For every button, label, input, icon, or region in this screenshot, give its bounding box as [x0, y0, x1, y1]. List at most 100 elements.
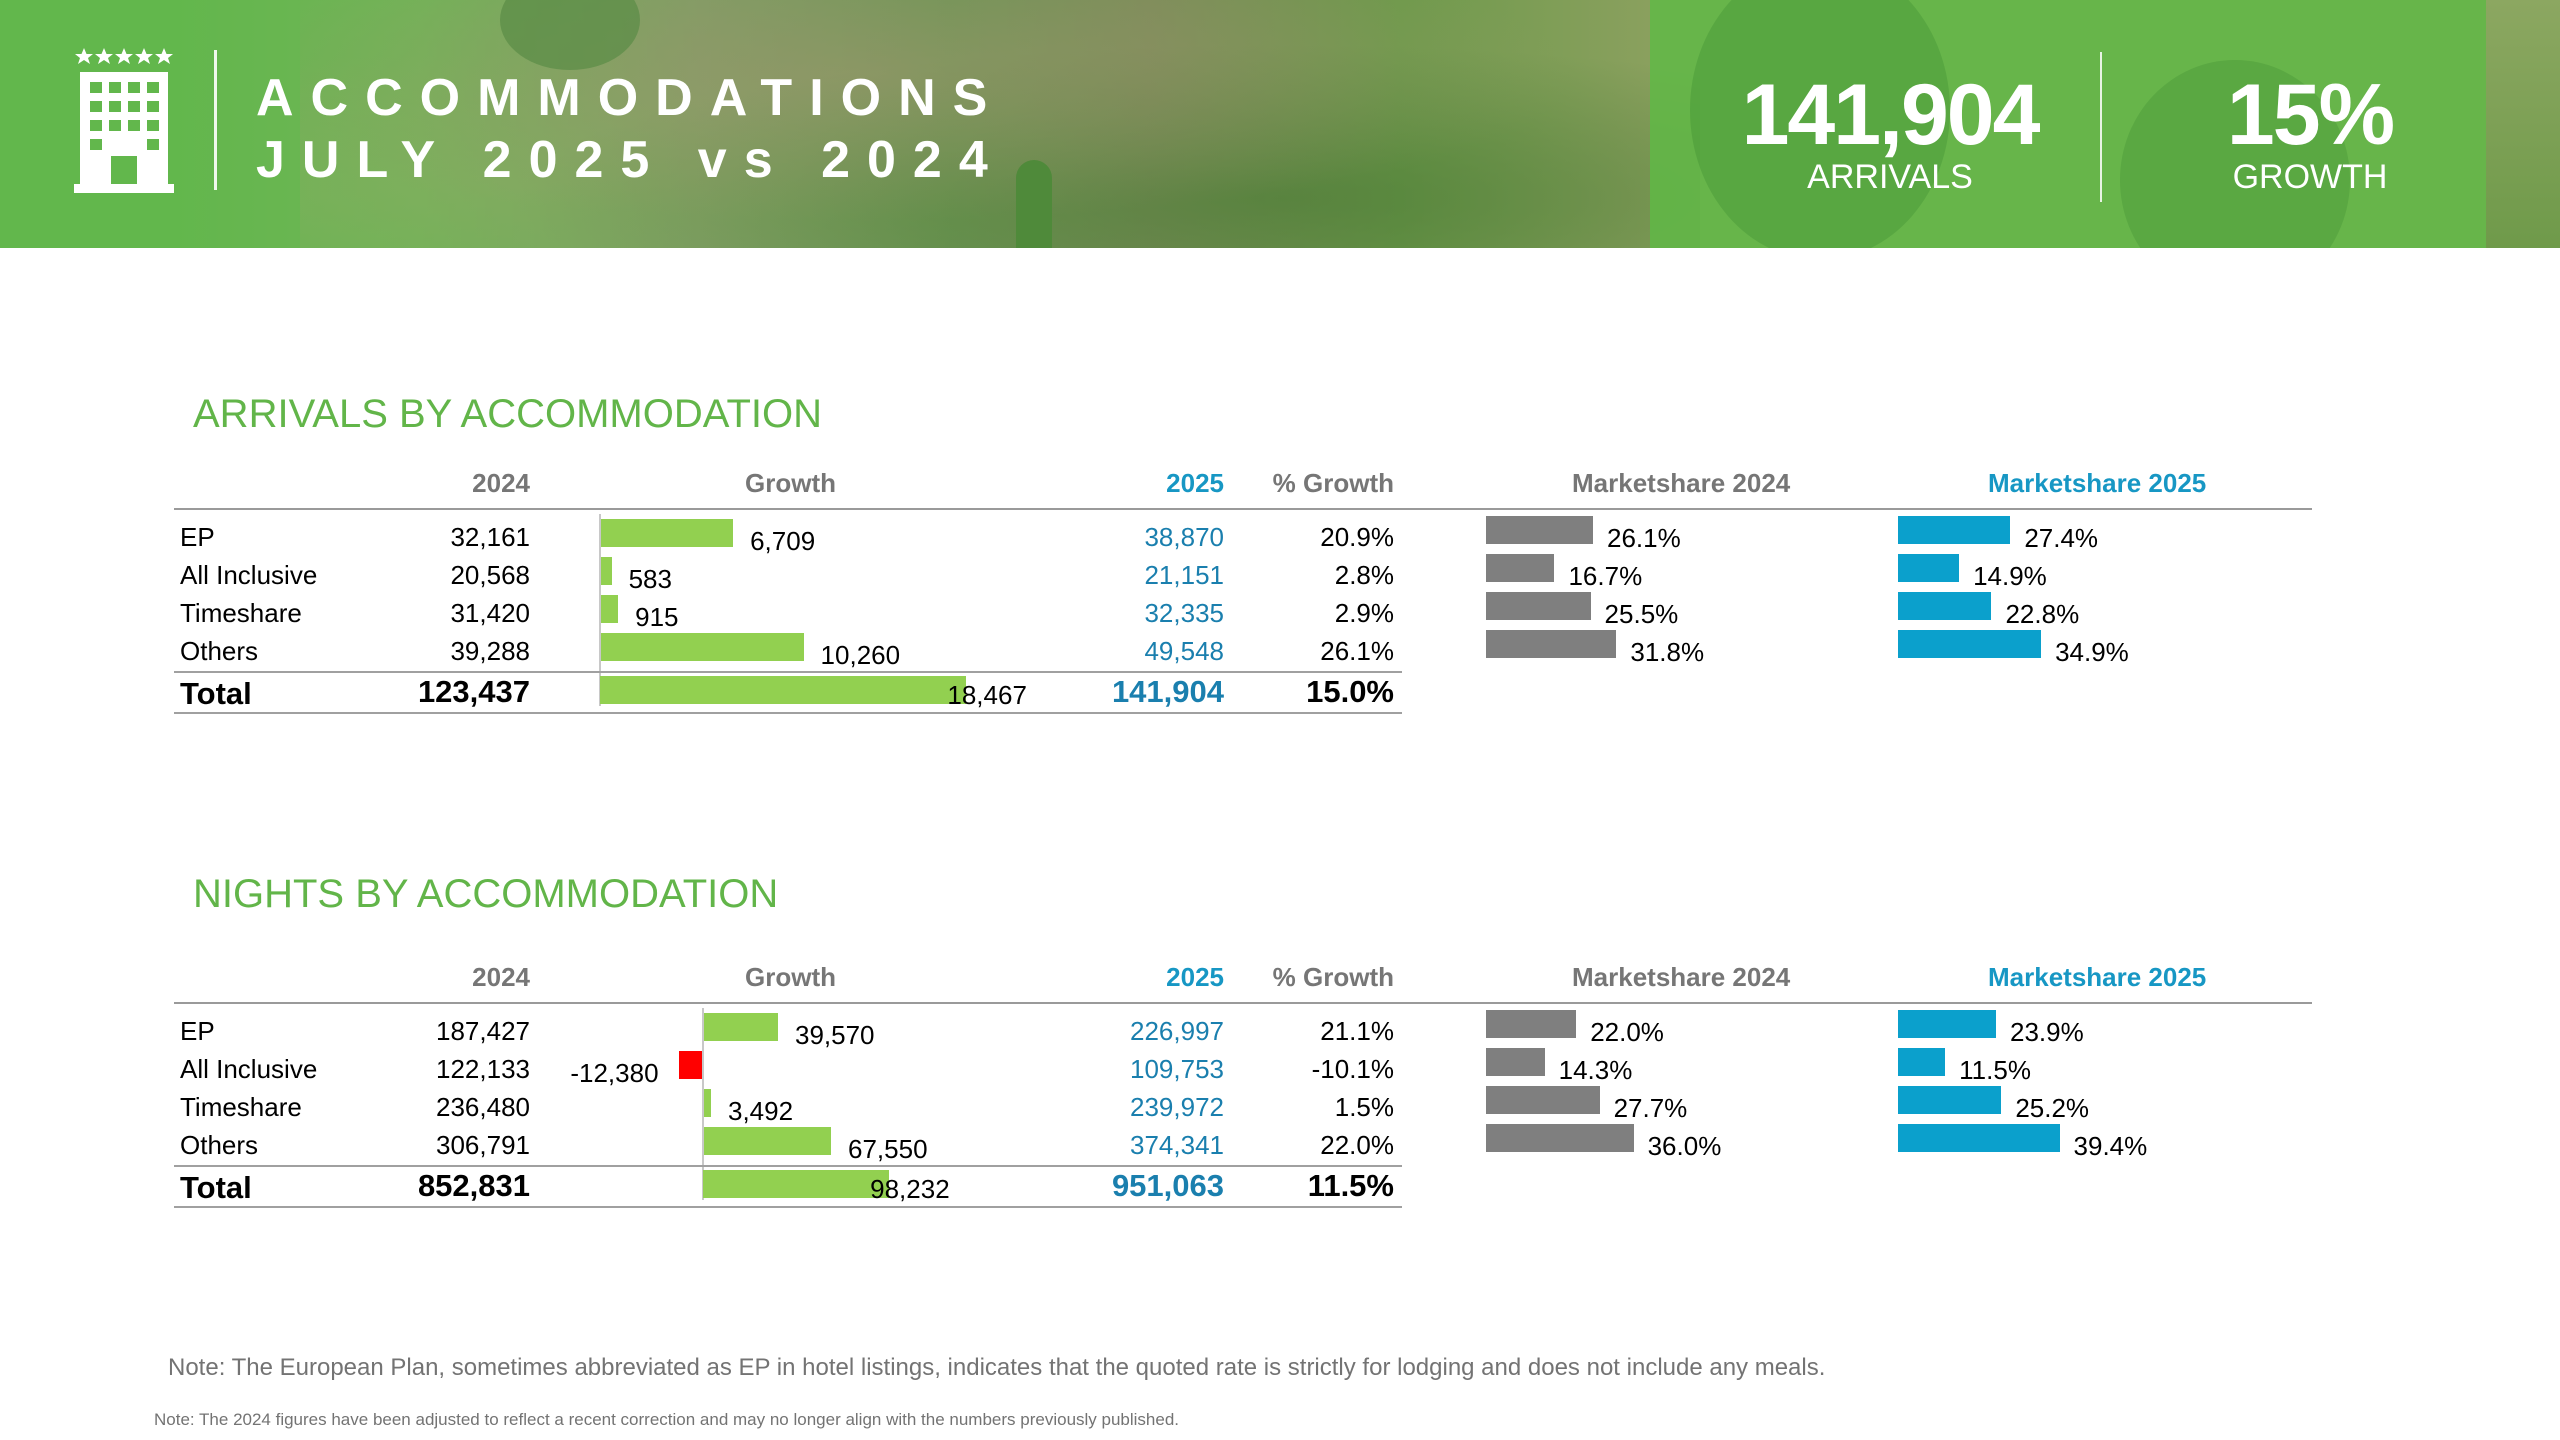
cell-2024: 306,791 [436, 1130, 530, 1160]
col-header-growth: Growth [745, 468, 836, 498]
col-header-growth: Growth [745, 962, 836, 992]
header-underline [174, 1002, 2312, 1004]
share-2025-bar [1898, 554, 1960, 582]
cell-2025: 32,335 [1144, 598, 1224, 628]
col-header-share-2024: Marketshare 2024 [1572, 468, 1791, 498]
header-right-strip [2486, 0, 2560, 248]
share-2025-label: 39.4% [2073, 1131, 2148, 1161]
growth-bar-negative [678, 1051, 702, 1079]
share-2024-label: 27.7% [1613, 1093, 1688, 1123]
share-2024-label: 31.8% [1630, 637, 1705, 667]
cell-2024: 20,568 [450, 560, 530, 590]
total-label: Total [180, 1170, 252, 1205]
header-background-cactus [1016, 160, 1052, 248]
total-growth-bar [600, 676, 967, 704]
total-top-line [174, 671, 1402, 673]
row-label: EP [180, 1016, 215, 1046]
growth-bar [600, 595, 619, 623]
cell-2025: 21,151 [1144, 560, 1224, 590]
cell-pct-growth: 20.9% [1320, 522, 1394, 552]
hotel-building-icon [74, 48, 174, 193]
growth-bar-label: 583 [628, 564, 672, 594]
growth-bar [703, 1089, 711, 1117]
share-2024-label: 36.0% [1647, 1131, 1722, 1161]
share-2024-bar [1486, 1048, 1545, 1076]
share-2024-bar [1486, 630, 1617, 658]
header-divider [214, 50, 217, 190]
share-2025-label: 14.9% [1973, 561, 2047, 591]
row-label: All Inclusive [180, 1054, 318, 1084]
total-2025: 141,904 [1111, 674, 1224, 709]
share-2025-bar [1898, 592, 1992, 620]
row-label: Others [180, 1130, 259, 1160]
total-growth-label: 18,467 [947, 680, 1027, 710]
growth-bar-label: 6,709 [750, 526, 816, 556]
growth-bar [600, 633, 804, 661]
row-label: All Inclusive [180, 560, 318, 590]
cell-pct-growth: 26.1% [1320, 636, 1394, 666]
col-header-share-2025: Marketshare 2025 [1988, 962, 2207, 992]
kpi-divider [2100, 52, 2102, 202]
share-2025-label: 23.9% [2009, 1017, 2084, 1047]
col-header-2024: 2024 [472, 962, 530, 992]
total-2025: 951,063 [1111, 1168, 1224, 1203]
growth-bar [600, 519, 734, 547]
share-2025-label: 27.4% [2024, 523, 2099, 553]
col-header-pct-growth: % Growth [1272, 962, 1394, 992]
page-title: ACCOMMODATIONS [256, 69, 1005, 127]
growth-axis [702, 1008, 704, 1200]
kpi-arrivals-label: ARRIVALS [1807, 158, 1973, 196]
total-label: Total [180, 676, 252, 711]
kpi-growth-label: GROWTH [2232, 158, 2388, 196]
col-header-pct-growth: % Growth [1272, 468, 1394, 498]
share-2025-bar [1898, 1048, 1946, 1076]
growth-bar-label: -12,380 [570, 1058, 659, 1088]
col-header-share-2025: Marketshare 2025 [1988, 468, 2207, 498]
cell-2025: 239,972 [1130, 1092, 1224, 1122]
share-2025-label: 25.2% [2015, 1093, 2090, 1123]
row-label: Timeshare [180, 598, 302, 628]
growth-bar-label: 67,550 [848, 1134, 928, 1164]
growth-bar-label: 915 [635, 602, 679, 632]
cell-pct-growth: 1.5% [1334, 1092, 1394, 1122]
growth-bar [703, 1013, 778, 1041]
cell-2025: 49,548 [1144, 636, 1224, 666]
share-2024-bar [1486, 516, 1593, 544]
share-2025-bar [1898, 516, 2011, 544]
kpi-panel [1650, 0, 2486, 248]
cell-2025: 38,870 [1144, 522, 1224, 552]
col-header-2025: 2025 [1166, 962, 1224, 992]
cell-2024: 187,427 [436, 1016, 530, 1046]
header-banner: ACCOMMODATIONS JULY 2025 vs 2024 141,904… [0, 0, 2560, 248]
total-top-line [174, 1165, 1402, 1167]
total-pct-growth: 15.0% [1306, 674, 1394, 709]
share-2024-label: 22.0% [1590, 1017, 1664, 1047]
total-pct-growth: 11.5% [1307, 1168, 1394, 1203]
ep-note: Note: The European Plan, sometimes abbre… [168, 1354, 1826, 1381]
cell-2025: 109,753 [1130, 1054, 1224, 1084]
share-2024-label: 25.5% [1604, 599, 1679, 629]
total-bottom-line [174, 712, 1402, 714]
col-header-2024: 2024 [472, 468, 530, 498]
share-2024-label: 14.3% [1558, 1055, 1633, 1085]
share-2024-label: 16.7% [1568, 561, 1643, 591]
share-2025-bar [1898, 630, 2042, 658]
kpi-growth-value: 15% [2226, 67, 2395, 163]
cell-2024: 31,420 [450, 598, 530, 628]
growth-axis [599, 514, 601, 706]
cell-pct-growth: 2.8% [1334, 560, 1394, 590]
share-2024-bar [1486, 554, 1555, 582]
section-title: ARRIVALS BY ACCOMMODATION [193, 392, 823, 436]
share-2024-label: 26.1% [1607, 523, 1681, 553]
section-title: NIGHTS BY ACCOMMODATION [193, 872, 779, 916]
share-2024-bar [1486, 1124, 1634, 1152]
kpi-panel-cactus-pad [1690, 0, 1950, 248]
share-2025-label: 11.5% [1959, 1055, 2031, 1085]
total-growth-label: 98,232 [870, 1174, 950, 1204]
share-2025-bar [1898, 1010, 1996, 1038]
growth-bar [600, 557, 612, 585]
share-2024-bar [1486, 592, 1591, 620]
cell-pct-growth: 21.1% [1320, 1016, 1394, 1046]
growth-bar-label: 10,260 [820, 640, 901, 670]
total-bottom-line [174, 1206, 1402, 1208]
